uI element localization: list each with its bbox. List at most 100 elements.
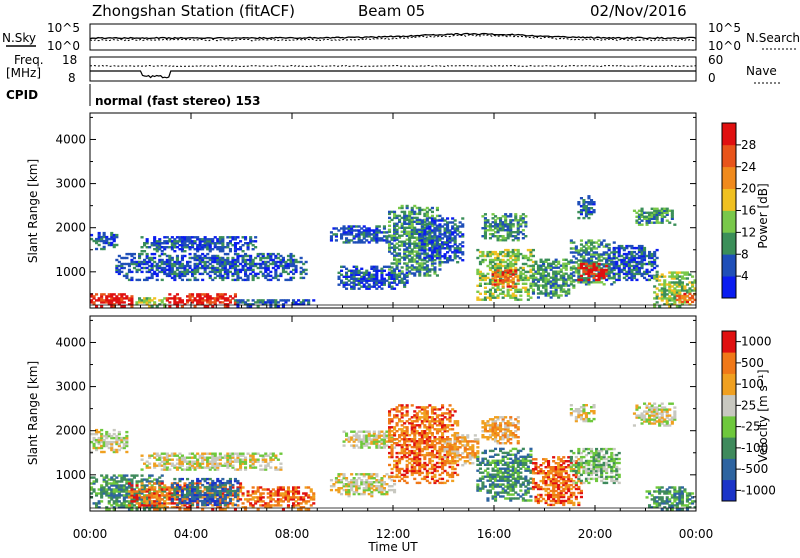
colorbar-swatch: [722, 232, 736, 254]
data-cell: [153, 301, 156, 303]
power-colorbar-title: Power [dB]: [756, 183, 770, 248]
data-cell: [274, 455, 277, 457]
data-cell: [141, 468, 144, 470]
data-cell: [141, 455, 144, 457]
data-cell: [335, 239, 338, 241]
data-cell: [691, 275, 694, 277]
data-cell: [428, 225, 431, 227]
data-cell: [141, 486, 144, 488]
data-cell: [201, 508, 204, 510]
data-cell: [254, 466, 257, 468]
data-cell: [214, 453, 217, 455]
data-cell: [211, 508, 214, 510]
data-cell: [120, 271, 123, 273]
data-cell: [388, 225, 391, 227]
data-cell: [128, 504, 131, 506]
cpid-label: CPID: [6, 88, 38, 102]
data-cell: [254, 246, 257, 248]
data-cell: [189, 279, 192, 281]
data-cell: [242, 502, 245, 504]
data-cell: [610, 277, 613, 279]
data-cell: [449, 255, 452, 257]
data-cell: [461, 259, 464, 261]
data-cell: [355, 266, 358, 268]
data-cell: [494, 279, 497, 281]
data-cell: [93, 488, 96, 490]
data-cell: [436, 207, 439, 209]
data-cell: [484, 259, 487, 261]
data-cell: [502, 285, 505, 287]
data-cell: [181, 299, 184, 301]
data-cell: [497, 269, 500, 271]
data-cell: [524, 215, 527, 217]
data-cell: [239, 240, 242, 242]
data-cell: [191, 480, 194, 482]
noise-sky-label: N.Sky: [2, 31, 36, 45]
data-cell: [176, 492, 179, 494]
data-cell: [461, 233, 464, 235]
data-cell: [608, 247, 611, 249]
data-cell: [100, 429, 103, 431]
data-cell: [242, 250, 245, 252]
data-cell: [686, 277, 689, 279]
data-cell: [189, 265, 192, 267]
data-cell: [438, 268, 441, 270]
data-cell: [183, 250, 186, 252]
data-cell: [580, 275, 583, 277]
data-cell: [292, 277, 295, 279]
data-cell: [236, 488, 239, 490]
data-cell: [229, 498, 232, 500]
data-cell: [514, 269, 517, 271]
data-region: [171, 478, 240, 506]
data-cell: [103, 246, 106, 248]
data-cell: [305, 261, 308, 263]
data-cell: [454, 219, 457, 221]
data-cell: [608, 255, 611, 257]
data-cell: [378, 225, 381, 227]
data-cell: [257, 305, 260, 307]
data-cell: [136, 484, 139, 486]
data-cell: [517, 249, 520, 251]
data-cell: [231, 465, 234, 467]
data-cell: [335, 233, 338, 235]
data-cell: [570, 283, 573, 285]
data-cell: [98, 244, 101, 246]
data-cell: [635, 279, 638, 281]
data-cell: [398, 252, 401, 254]
data-cell: [547, 259, 550, 261]
data-cell: [406, 280, 409, 282]
data-cell: [656, 249, 659, 251]
data-cell: [221, 236, 224, 238]
data-cell: [231, 484, 234, 486]
data-cell: [461, 223, 464, 225]
freq-axis-left-top: 18: [62, 53, 77, 67]
data-cell: [181, 478, 184, 480]
data-cell: [567, 288, 570, 290]
data-cell: [236, 236, 239, 238]
data-cell: [269, 466, 272, 468]
colorbar-tick-label: 24: [741, 160, 756, 174]
noise-search-label: N.Search: [746, 31, 800, 45]
data-cell: [108, 508, 111, 510]
colorbar-swatch: [722, 145, 736, 167]
freq-panel-frame: [90, 57, 696, 81]
data-cell: [461, 217, 464, 219]
data-cell: [168, 293, 171, 295]
data-cell: [681, 281, 684, 283]
data-cell: [279, 453, 282, 455]
data-cell: [148, 466, 151, 468]
data-cell: [95, 305, 98, 307]
colorbar-swatch: [722, 276, 736, 298]
data-cell: [252, 486, 255, 488]
data-cell: [201, 279, 204, 281]
data-cell: [388, 229, 391, 231]
data-cell: [398, 248, 401, 250]
data-cell: [514, 295, 517, 297]
data-cell: [161, 474, 164, 476]
data-cell: [580, 239, 583, 241]
data-cell: [484, 213, 487, 215]
data-cell: [431, 211, 434, 213]
data-cell: [287, 299, 290, 301]
data-cell: [401, 266, 404, 268]
data-cell: [486, 219, 489, 221]
